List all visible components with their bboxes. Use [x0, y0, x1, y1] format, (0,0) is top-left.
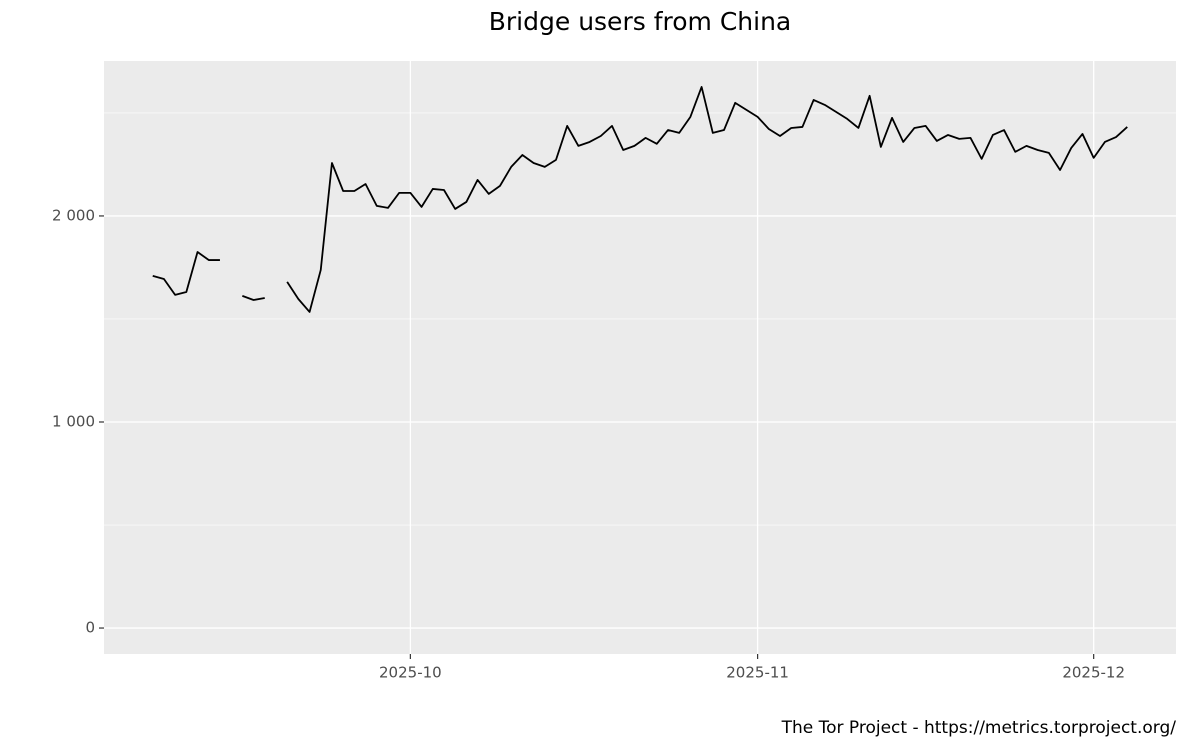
y-tick-label: 2 000 — [52, 206, 95, 224]
y-tick-label: 1 000 — [52, 412, 95, 430]
caption: The Tor Project - https://metrics.torpro… — [781, 718, 1177, 738]
plot-background — [104, 61, 1176, 654]
line — [152, 86, 1128, 313]
x-tick-label: 2025-11 — [726, 664, 789, 682]
x-tick-label: 2025-10 — [379, 664, 442, 682]
x-tick-label: 2025-12 — [1062, 664, 1125, 682]
chart-title: Bridge users from China — [489, 7, 791, 36]
y-tick-label: 0 — [85, 619, 95, 637]
